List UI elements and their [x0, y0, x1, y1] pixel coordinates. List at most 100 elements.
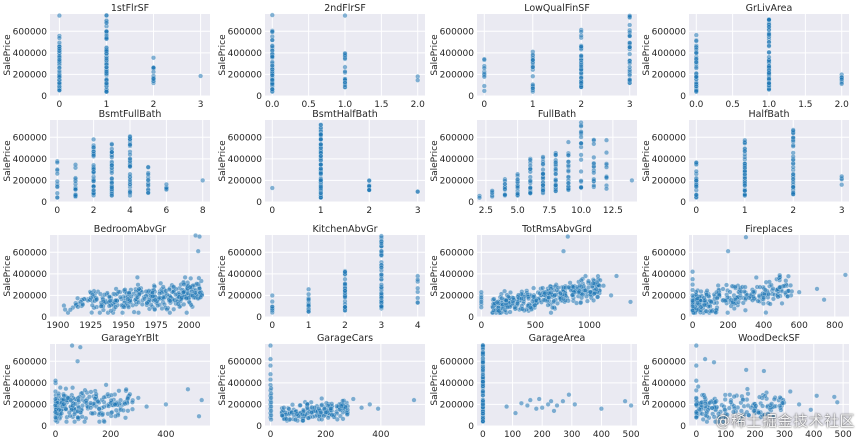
- scatter-point: [540, 167, 546, 173]
- scatter-point: [478, 299, 484, 305]
- xtick-label: 4: [127, 206, 133, 216]
- scatter-point: [145, 164, 151, 170]
- scatter-point: [415, 285, 421, 291]
- scatter-point: [86, 394, 92, 400]
- scatter-point: [108, 392, 114, 398]
- scatter-point: [604, 186, 610, 192]
- scatter-point: [342, 50, 348, 56]
- xtick-label: 200: [534, 430, 551, 437]
- scatter-point: [627, 51, 633, 57]
- xtick-label: 1: [742, 206, 748, 216]
- scatter-point: [63, 386, 69, 392]
- scatter-point: [135, 282, 141, 288]
- scatter-point: [108, 410, 114, 416]
- scatter-point: [378, 248, 384, 254]
- scatter-point: [89, 411, 95, 417]
- scatter-point: [565, 139, 571, 145]
- xtick-label: 2: [91, 206, 97, 216]
- scatter-point: [590, 280, 596, 286]
- xtick-label: 200: [720, 321, 737, 331]
- scatter-point: [72, 162, 78, 168]
- scatter-point: [268, 395, 274, 401]
- subplot-title: BedroomAbvGr: [94, 224, 166, 235]
- scatter-point: [93, 297, 99, 303]
- scatter-point: [329, 412, 335, 418]
- scatter-point: [366, 178, 372, 184]
- scatter-point: [693, 65, 699, 71]
- scatter-point: [531, 285, 537, 291]
- scatter-point: [790, 128, 796, 134]
- scatter-point: [753, 275, 759, 281]
- scatter-point: [481, 74, 487, 80]
- xtick-label: 0: [54, 206, 60, 216]
- scatter-point: [518, 400, 524, 406]
- scatter-point: [766, 49, 772, 55]
- xtick-label: 0: [268, 430, 274, 437]
- subplot-title: GarageCars: [317, 333, 373, 344]
- scatter-point: [527, 397, 533, 403]
- scatter-point: [127, 171, 133, 177]
- scatter-point: [539, 405, 545, 411]
- scatter-point: [578, 178, 584, 184]
- scatter-point: [702, 394, 708, 400]
- scatter-point: [57, 385, 63, 391]
- subplot-FullBath: 0 200000 400000 600000 2.5 5.0 7.5 10.0 12.5 Full…: [430, 109, 637, 216]
- scatter-point: [496, 308, 502, 314]
- xtick-label: 2: [366, 206, 372, 216]
- xtick-label: 100: [717, 430, 734, 437]
- scatter-point: [70, 385, 76, 391]
- scatter-point: [480, 343, 486, 349]
- scatter-point: [767, 301, 773, 307]
- scatter-point: [545, 302, 551, 308]
- subplot-BsmtHalfBath: 0 200000 400000 600000 0 1 2 3 BsmtHalfBath SaleP…: [218, 109, 425, 216]
- scatter-point: [311, 405, 317, 411]
- scatter-point: [694, 296, 700, 302]
- scatter-point: [367, 401, 373, 407]
- scatter-point: [117, 294, 123, 300]
- scatter-point: [478, 304, 484, 310]
- xtick-label: 2: [151, 100, 157, 110]
- ytick-label: 0: [468, 92, 474, 102]
- scatter-point: [570, 284, 576, 290]
- scatter-point: [515, 301, 521, 307]
- xtick-label: 2000: [178, 321, 201, 331]
- scatter-point: [742, 148, 748, 154]
- scatter-point: [268, 356, 274, 362]
- scatter-point: [294, 411, 300, 417]
- scatter-point: [378, 282, 384, 288]
- scatter-point: [187, 284, 193, 290]
- scatter-point: [143, 289, 149, 295]
- scatter-point: [88, 405, 94, 411]
- points: [690, 234, 848, 316]
- scatter-point: [53, 389, 59, 395]
- scatter-point: [160, 294, 166, 300]
- scatter-point: [586, 284, 592, 290]
- scatter-point: [760, 301, 766, 307]
- scatter-point: [89, 302, 95, 308]
- scatter-point: [306, 291, 312, 297]
- plot-area: [265, 120, 425, 202]
- scatter-point: [839, 81, 845, 87]
- scatter-point: [785, 288, 791, 294]
- ytick-label: 200000: [652, 401, 687, 411]
- ytick-label: 200000: [13, 71, 48, 81]
- scatter-point: [628, 403, 634, 409]
- ytick-label: 0: [468, 422, 474, 432]
- scatter-point: [157, 291, 163, 297]
- y-axis-label: SalePrice: [3, 364, 13, 406]
- scatter-point: [548, 398, 554, 404]
- scatter-point: [775, 294, 781, 300]
- scatter-point: [189, 289, 195, 295]
- scatter-point: [83, 400, 89, 406]
- scatter-point: [411, 397, 417, 403]
- scatter-point: [695, 300, 701, 306]
- scatter-point: [268, 371, 274, 377]
- scatter-point: [103, 69, 109, 75]
- scatter-point: [269, 48, 275, 54]
- scatter-point: [627, 77, 633, 83]
- scatter-point: [136, 286, 142, 292]
- scatter-point: [578, 63, 584, 69]
- scatter-point: [155, 303, 161, 309]
- scatter-point: [340, 398, 346, 404]
- scatter-point: [553, 166, 559, 172]
